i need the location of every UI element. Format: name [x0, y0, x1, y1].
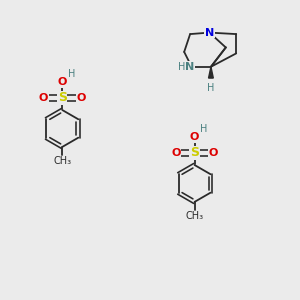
Text: H: H	[207, 83, 214, 93]
Text: O: O	[190, 132, 199, 142]
Text: O: O	[209, 148, 218, 158]
Text: H: H	[68, 70, 75, 80]
Text: H: H	[178, 62, 185, 72]
Polygon shape	[208, 67, 213, 78]
Text: N: N	[185, 62, 195, 72]
Text: O: O	[76, 93, 86, 103]
Text: O: O	[39, 93, 48, 103]
Text: O: O	[58, 77, 67, 88]
Text: O: O	[171, 148, 181, 158]
Text: H: H	[200, 124, 207, 134]
Text: S: S	[190, 146, 199, 160]
Text: N: N	[205, 28, 214, 38]
Text: CH₃: CH₃	[53, 156, 71, 167]
Text: CH₃: CH₃	[185, 212, 204, 221]
Text: S: S	[58, 92, 67, 104]
